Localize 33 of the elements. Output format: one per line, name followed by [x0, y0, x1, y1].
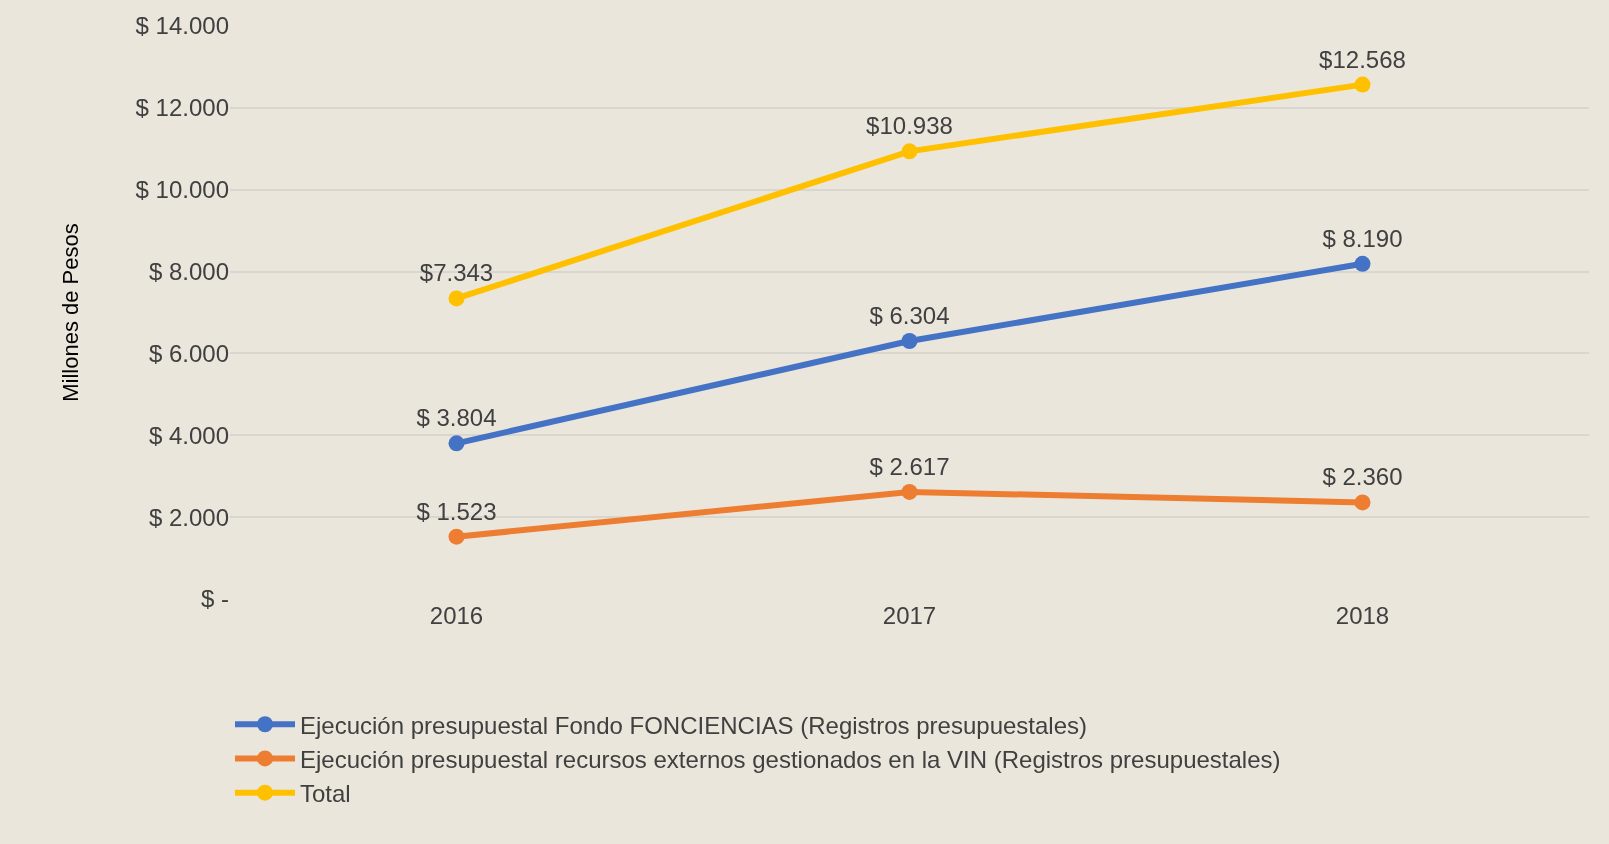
- y-tick-label: $ 8.000: [148, 257, 229, 285]
- point: [448, 290, 465, 307]
- point: [1354, 255, 1371, 272]
- y-tick-label: $ 6.000: [148, 339, 229, 367]
- data-label: $ 2.617: [869, 452, 950, 480]
- y-tick-label: $ 10.000: [135, 176, 229, 204]
- data-label: $12.568: [1319, 45, 1406, 73]
- data-label: $ 8.190: [1322, 224, 1403, 252]
- point: [901, 143, 918, 160]
- y-tick-label: $ 4.000: [148, 421, 229, 449]
- point: [448, 528, 465, 545]
- point: [1354, 494, 1371, 511]
- point: [1354, 76, 1371, 93]
- y-tick-label: $ 14.000: [135, 12, 229, 40]
- data-label: $ 2.360: [1322, 463, 1403, 491]
- legend-label: Ejecución presupuestal Fondo FONCIENCIAS (Registros presupuestales): [300, 711, 1088, 739]
- data-label: $ 1.523: [416, 497, 497, 525]
- y-tick-label: $ 2.000: [148, 503, 229, 531]
- point: [448, 435, 465, 452]
- y-tick-label: $ -: [200, 585, 229, 613]
- data-label: $ 3.804: [416, 404, 497, 432]
- y-axis-title: Millones de Pesos: [58, 223, 84, 402]
- legend-label: Total: [300, 780, 351, 807]
- point: [901, 332, 918, 349]
- data-label: $10.938: [866, 112, 953, 140]
- x-tick-label: 2016: [429, 602, 484, 629]
- point: [901, 483, 918, 500]
- legend-label: Ejecución presupuestal recursos externos gestionados en la VIN (Registros presupuestales): [300, 745, 1281, 773]
- data-label: $ 6.304: [869, 301, 950, 329]
- x-tick-label: 2017: [882, 602, 937, 629]
- y-tick-label: $ 12.000: [135, 94, 229, 122]
- data-label: $7.343: [419, 259, 494, 287]
- x-tick-label: 2018: [1335, 602, 1390, 629]
